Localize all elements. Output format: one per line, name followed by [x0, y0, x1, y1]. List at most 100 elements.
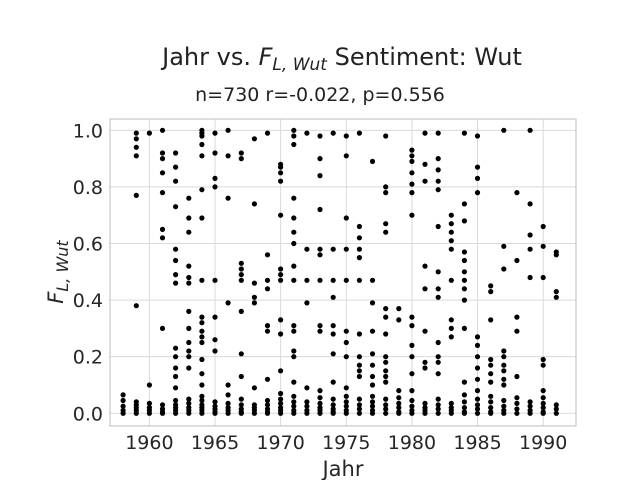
data-point: [448, 400, 454, 406]
data-point: [317, 410, 323, 416]
x-tick-label: 1970: [256, 432, 304, 454]
data-point: [330, 323, 336, 329]
data-point: [409, 147, 415, 153]
data-point: [409, 410, 415, 416]
data-point: [356, 410, 362, 416]
data-point: [383, 379, 389, 385]
data-point: [330, 246, 336, 252]
data-point: [461, 325, 467, 331]
data-point: [186, 308, 192, 314]
data-point: [238, 410, 244, 416]
data-point: [343, 339, 349, 346]
y-tick-label: 1.0: [73, 120, 103, 142]
x-tick-labels: 1960 1965 1970 1975 1980 1985 1990: [125, 432, 567, 454]
data-point: [186, 396, 192, 402]
data-point: [199, 328, 205, 334]
data-point: [369, 382, 376, 388]
data-point: [317, 173, 323, 179]
data-point: [291, 127, 297, 133]
data-point: [501, 368, 507, 374]
data-point: [448, 238, 454, 244]
data-point: [527, 127, 533, 133]
data-point: [396, 400, 402, 406]
data-point: [159, 402, 166, 408]
data-point: [251, 201, 257, 207]
data-point: [317, 252, 323, 258]
data-point: [474, 406, 481, 412]
data-point: [343, 385, 349, 391]
data-point: [369, 158, 376, 164]
data-point: [448, 246, 454, 252]
data-point: [251, 410, 257, 416]
data-point: [474, 133, 481, 139]
data-point: [317, 328, 323, 334]
data-point: [553, 252, 559, 258]
data-point: [291, 399, 297, 405]
data-point: [488, 399, 494, 405]
data-point: [317, 400, 323, 406]
data-point: [488, 362, 494, 368]
data-point: [120, 410, 126, 416]
data-point: [383, 354, 389, 360]
data-point: [383, 406, 389, 412]
data-point: [461, 286, 467, 292]
data-point: [435, 156, 441, 162]
data-point: [186, 215, 192, 221]
data-point: [173, 164, 179, 170]
data-point: [514, 395, 520, 401]
data-point: [173, 246, 179, 252]
data-point: [409, 354, 415, 360]
data-point: [356, 362, 362, 368]
data-point: [383, 314, 389, 320]
data-point: [186, 325, 192, 331]
data-point: [291, 215, 297, 221]
data-point: [527, 232, 533, 238]
data-point: [514, 328, 520, 334]
data-point: [278, 390, 284, 397]
data-point: [514, 257, 520, 264]
data-point: [553, 294, 559, 300]
data-point: [422, 359, 428, 365]
data-point: [186, 263, 192, 269]
data-point: [199, 334, 205, 340]
data-point: [212, 184, 218, 190]
data-point: [356, 368, 362, 374]
data-point: [474, 354, 481, 360]
data-point: [225, 300, 231, 306]
data-point: [264, 252, 271, 258]
data-point: [291, 328, 297, 334]
data-point: [369, 410, 376, 416]
data-point: [317, 246, 323, 252]
data-point: [304, 130, 310, 136]
data-point: [356, 396, 362, 402]
data-point: [540, 388, 546, 394]
data-point: [527, 201, 533, 207]
data-point: [448, 317, 454, 323]
data-point: [159, 127, 166, 133]
data-point: [159, 190, 166, 196]
data-point: [173, 178, 179, 184]
data-point: [133, 153, 139, 159]
data-point: [461, 257, 467, 264]
data-point: [291, 133, 297, 139]
data-point: [343, 403, 349, 409]
data-point: [238, 351, 244, 357]
data-point: [278, 212, 284, 218]
data-point: [540, 405, 546, 411]
data-point: [330, 379, 336, 385]
data-point: [422, 130, 428, 136]
data-point: [461, 201, 467, 207]
data-point: [278, 400, 284, 406]
data-point: [291, 323, 297, 329]
data-point: [343, 399, 349, 405]
chart-title: Jahr vs. FL, Wut Sentiment: Wut: [160, 43, 522, 75]
data-point: [448, 334, 454, 340]
data-point: [461, 399, 467, 405]
data-point: [369, 403, 376, 409]
x-tick-label: 1975: [322, 432, 370, 454]
x-tick-label: 1990: [519, 432, 567, 454]
data-point: [238, 266, 244, 272]
data-point: [199, 133, 205, 139]
data-point: [199, 187, 205, 193]
data-point: [291, 403, 297, 409]
